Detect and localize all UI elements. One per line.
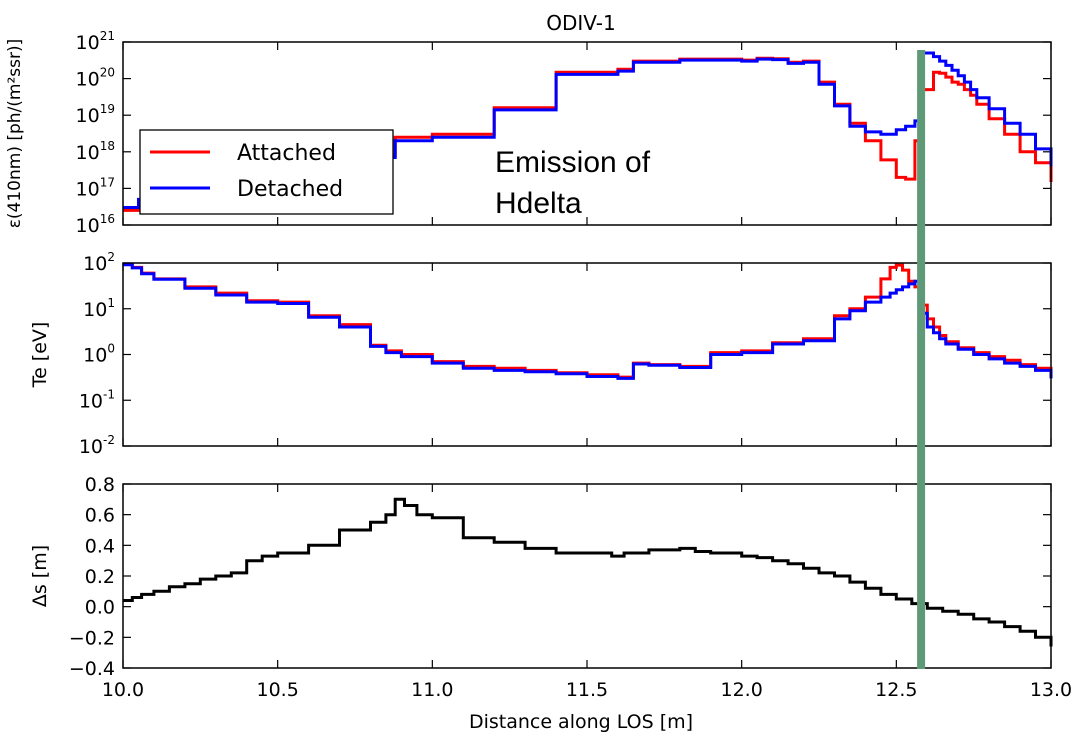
x-tick-label: 10.0 — [102, 679, 144, 701]
y-tick-label: 102 — [83, 250, 115, 275]
series-detached-line — [123, 51, 1053, 209]
y-axis-label: Te [eV] — [29, 322, 51, 389]
delta-s-panel: 10.0 10.5 11.0 11.5 12.0 12.5 13.0 −0.4 −0.2 0.0 0… — [29, 474, 1072, 701]
series-attached-line — [123, 262, 1053, 379]
y-tick-label: 1016 — [76, 212, 115, 237]
x-tick-label: 13.0 — [1030, 679, 1072, 701]
y-tick-label: 100 — [83, 342, 115, 367]
emission-panel: 1016 1017 1018 1019 1020 1021 ε(410nm) [ph/(m²… — [5, 29, 1053, 237]
plot-frame — [122, 262, 1052, 447]
annotation-line-1: Emission of — [495, 146, 651, 179]
x-tick-label: 11.0 — [411, 679, 453, 701]
y-tick-label: 10-2 — [79, 433, 115, 458]
y-tick-label: 0.4 — [85, 535, 115, 557]
legend-label-attached: Attached — [237, 141, 336, 166]
y-tick-label: 0.0 — [85, 597, 115, 619]
plot-frame — [122, 41, 1052, 226]
y-tick-label: 101 — [83, 296, 115, 321]
legend-label-detached: Detached — [237, 177, 343, 202]
x-tick-label: 10.5 — [257, 679, 299, 701]
marker-vertical-band — [917, 50, 926, 669]
y-tick-label: 0.6 — [85, 505, 115, 527]
y-tick-label: −0.4 — [69, 658, 115, 680]
annotation-line-2: Hdelta — [495, 187, 582, 220]
series-detached-line — [123, 263, 1053, 380]
y-tick-label: −0.2 — [69, 627, 115, 649]
series-delta-s-line — [123, 497, 1053, 647]
temperature-panel: 10-2 10-1 100 101 102 Te [eV] — [29, 250, 1053, 458]
y-axis-label: ε(410nm) [ph/(m²ssr)] — [5, 39, 25, 229]
y-tick-label: 0.8 — [85, 474, 115, 496]
legend: Attached Detached — [139, 129, 394, 215]
y-tick-label: 1020 — [76, 66, 115, 91]
x-tick-label: 12.0 — [721, 679, 763, 701]
y-tick-label: 10-1 — [79, 387, 115, 412]
legend-box — [139, 129, 394, 215]
y-tick-label: 1018 — [76, 139, 115, 164]
x-axis-label: Distance along LOS [m] — [469, 711, 693, 733]
y-tick-label: 1019 — [76, 102, 115, 127]
y-axis-label: Δs [m] — [29, 545, 51, 607]
y-tick-label: 0.2 — [85, 566, 115, 588]
plot-frame — [122, 483, 1052, 669]
x-tick-label: 12.5 — [875, 679, 917, 701]
x-tick-label: 11.5 — [566, 679, 608, 701]
chart-title: ODIV-1 — [546, 11, 616, 35]
y-tick-label: 1017 — [76, 175, 115, 200]
y-tick-label: 1021 — [76, 29, 115, 54]
